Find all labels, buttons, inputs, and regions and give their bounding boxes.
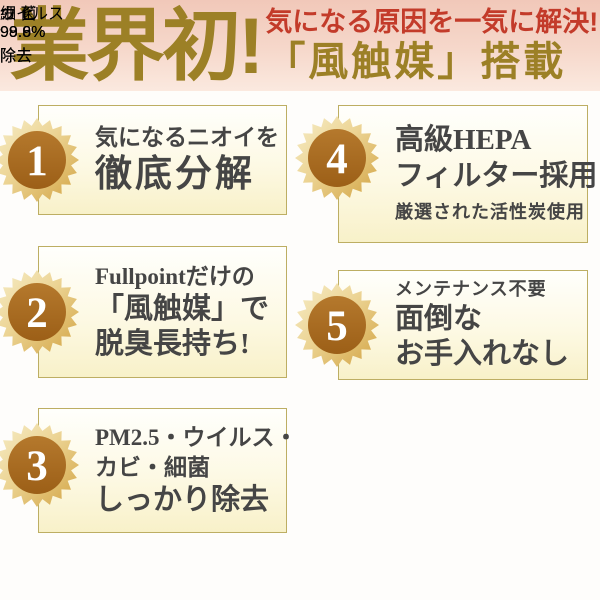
stat-bubble-mold: カ ビ 98.6% 除去: [0, 0, 45, 66]
headline-subtitle: 気になる原因を一気に解決!: [265, 6, 599, 37]
feature-3-line-1: PM2.5・ウイルス・: [95, 424, 298, 450]
feature-2-line-1: Fullpointだけの: [95, 263, 255, 289]
feature-5-number: 5: [326, 303, 348, 350]
stat-percent-unit: %: [31, 24, 46, 41]
feature-5-number-badge: 5: [295, 283, 379, 367]
feature-card-2: 2 Fullpointだけの 「風触媒」で 脱臭長持ち!: [0, 246, 287, 378]
feature-5-line-2: 面倒な: [395, 302, 483, 335]
stat-percent-unit: %: [31, 24, 46, 41]
starburst-badge-icon: 1: [0, 118, 79, 202]
feature-1-line-2: 徹底分解: [95, 153, 255, 195]
header: 業界初! 気になる原因を一気に解決! 「風触媒」搭載: [0, 0, 600, 91]
feature-2-number-badge: 2: [0, 270, 79, 354]
feature-1-number: 1: [26, 138, 48, 185]
feature-card-3: 3 PM2.5・ウイルス・ カビ・細菌 しっかり除去: [0, 408, 298, 533]
feature-2-line-3: 脱臭長持ち!: [95, 327, 250, 360]
feature-1-number-badge: 1: [0, 118, 79, 202]
headline-industry-first: 業界初!: [10, 1, 264, 90]
starburst-badge-icon: 4: [295, 116, 379, 200]
stat-percent: 98.6%: [0, 24, 45, 42]
stat-percent: 99.8%: [0, 24, 64, 42]
feature-card-5: 5 メンテナンス不要 面倒な お手入れなし: [295, 270, 588, 380]
starburst-badge-icon: 5: [295, 283, 379, 367]
feature-4-line-1: 高級HEPA: [395, 124, 532, 157]
stat-action: 除去: [0, 48, 33, 65]
feature-4-line-3: 厳選された活性炭使用: [395, 202, 585, 223]
stat-percent-unit: %: [31, 24, 46, 41]
headline-feature: 「風触媒」搭載: [265, 40, 567, 85]
feature-4-number: 4: [326, 136, 348, 183]
starburst-badge-icon: 3: [0, 423, 79, 507]
stat-percent-value: 98.6: [0, 24, 32, 41]
feature-card-1: 1 気になるニオイを 徹底分解: [0, 105, 287, 215]
feature-2-line-2: 「風触媒」で: [95, 292, 270, 325]
feature-3-number-badge: 3: [0, 423, 79, 507]
feature-3-line-2: カビ・細菌: [95, 454, 210, 480]
stat-percent-value: 99.8: [0, 24, 32, 41]
starburst-badge-icon: 2: [0, 270, 79, 354]
feature-1-line-1: 気になるニオイを: [95, 124, 279, 150]
feature-3-number: 3: [26, 443, 48, 490]
feature-5-line-3: お手入れなし: [395, 338, 570, 371]
feature-4-line-2: フィルター採用: [395, 159, 598, 192]
header-right: 気になる原因を一気に解決! 「風触媒」搭載: [265, 7, 598, 86]
feature-2-number: 2: [26, 290, 48, 337]
stat-label: ウイルス: [0, 6, 65, 23]
stat-label: 細 菌: [0, 6, 37, 23]
stat-label: カ ビ: [0, 6, 37, 23]
stat-bubble-virus: ウイルス 99.8% 除去: [0, 0, 64, 66]
stat-action: 除去: [0, 48, 33, 65]
feature-4-number-badge: 4: [295, 116, 379, 200]
feature-5-line-1: メンテナンス不要: [395, 279, 547, 300]
feature-card-4: 4 高級HEPA フィルター採用 厳選された活性炭使用: [295, 105, 598, 243]
stat-percent-value: 99.9: [0, 24, 32, 41]
stat-bubble-bacteria: 細 菌 99.9% 除去: [0, 0, 45, 66]
feature-3-line-3: しっかり除去: [95, 483, 270, 516]
stat-action: 除去: [0, 48, 33, 65]
stat-percent: 99.9%: [0, 24, 45, 42]
